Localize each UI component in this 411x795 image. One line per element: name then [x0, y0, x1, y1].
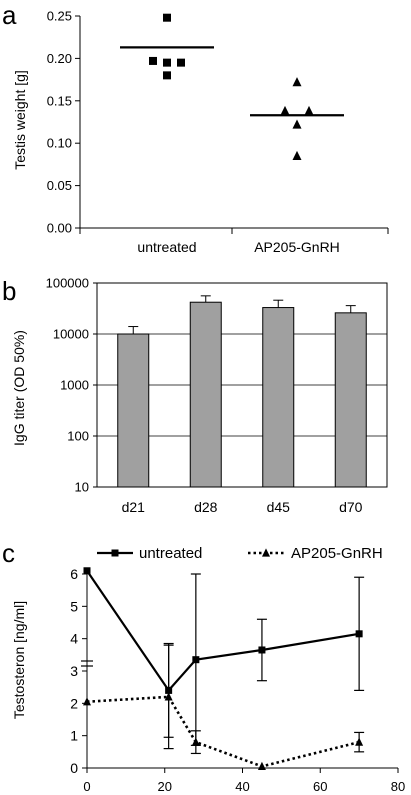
x-tick-label: 20: [158, 779, 172, 794]
data-point-untreated: [149, 56, 157, 65]
x-tick-label: 40: [235, 779, 249, 794]
y-tick-label: 1: [70, 728, 78, 744]
data-point-ap205: [191, 737, 200, 746]
data-point-untreated: [163, 13, 171, 22]
data-point-untreated: [83, 567, 91, 575]
bar: [262, 307, 295, 488]
x-category-label: AP205-GnRH: [254, 239, 340, 255]
panel-c-legend: untreated AP205-GnRH: [97, 545, 383, 562]
y-tick-label: 10: [75, 480, 89, 495]
y-tick-label: 10000: [53, 327, 89, 342]
legend-marker-untreated: [111, 549, 119, 557]
panel-a-x-ticks: untreated AP205-GnRH: [79, 228, 389, 255]
data-point-untreated: [163, 58, 171, 67]
panel-b-letter: b: [2, 276, 16, 306]
panel-c-y-ticks: 0 1 2 3 4 5 6: [70, 566, 87, 776]
legend-label-ap205: AP205-GnRH: [291, 545, 383, 562]
data-point-ap205: [292, 77, 302, 87]
x-category-label: d45: [267, 499, 291, 515]
data-point-ap205: [355, 737, 364, 746]
legend-label-untreated: untreated: [139, 545, 202, 562]
x-category-label: d21: [122, 499, 146, 515]
y-tick-label: 5: [70, 598, 78, 614]
panel-b: b IgG titer (OD 50%) 10 100 1000 10000 10000…: [2, 276, 388, 515]
y-tick-label: 100000: [46, 276, 89, 291]
y-tick-label: 4: [70, 631, 78, 647]
y-tick-label: 0.20: [47, 51, 72, 66]
data-point-ap205: [304, 105, 314, 116]
bar: [117, 333, 150, 488]
panel-b-bars: [117, 295, 367, 488]
x-category-label: d28: [194, 499, 218, 515]
x-category-label: untreated: [137, 239, 196, 255]
panel-a-y-ticks: 0.00 0.05 0.10 0.15 0.20 0.25: [47, 9, 80, 236]
bar: [189, 301, 222, 488]
y-tick-label: 0.05: [47, 178, 72, 193]
data-point-ap205: [257, 761, 266, 770]
panel-a: a Testis weight [g] 0.00 0.05 0.10 0.15 0.20…: [2, 0, 389, 255]
series-line-ap205: [86, 695, 360, 768]
data-point-untreated: [258, 646, 266, 654]
series-line-untreated: [86, 570, 360, 693]
y-tick-label: 0.00: [47, 221, 72, 236]
bar: [334, 312, 367, 488]
panel-b-x-ticks: d21 d28 d45 d70: [122, 499, 363, 515]
y-tick-label: 1000: [60, 378, 89, 393]
y-tick-label: 3: [70, 663, 78, 679]
x-tick-label: 80: [391, 779, 405, 794]
data-point-ap205: [292, 119, 302, 129]
y-tick-label: 2: [70, 695, 78, 711]
y-tick-label: 0.10: [47, 136, 72, 151]
panel-a-points: [120, 13, 344, 160]
panel-c-ylabel: Testosteron [ng/ml]: [11, 601, 27, 719]
data-point-ap205: [292, 150, 302, 160]
data-point-ap205: [83, 697, 91, 706]
y-tick-label: 100: [67, 429, 89, 444]
data-point-untreated: [192, 656, 200, 664]
data-point-untreated: [355, 630, 363, 638]
y-tick-label: 6: [70, 566, 78, 582]
x-tick-label: 60: [313, 779, 327, 794]
data-point-untreated: [163, 71, 171, 80]
legend-marker-ap205: [262, 548, 270, 557]
data-point-ap205: [164, 692, 173, 701]
panel-a-letter: a: [2, 0, 17, 30]
x-tick-label: 0: [83, 779, 90, 794]
data-point-ap205: [280, 105, 290, 116]
panel-c-series: [83, 567, 365, 770]
panel-c-axis-break: [81, 660, 93, 667]
x-category-label: d70: [339, 499, 363, 515]
panel-a-ylabel: Testis weight [g]: [12, 70, 28, 170]
y-tick-label: 0.15: [47, 93, 72, 108]
panel-c-letter: c: [2, 538, 15, 568]
panel-b-ylabel: IgG titer (OD 50%): [11, 330, 27, 446]
panel-c-x-ticks: 0 20 40 60 80: [83, 768, 405, 794]
data-point-untreated: [177, 58, 185, 67]
y-tick-label: 0.25: [47, 9, 72, 24]
y-tick-label: 0: [70, 760, 78, 776]
